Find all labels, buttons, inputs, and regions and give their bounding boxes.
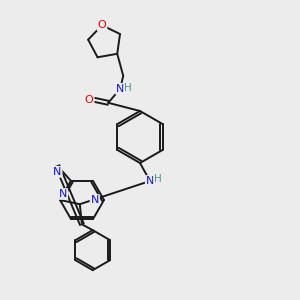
- Text: N: N: [59, 189, 67, 199]
- Text: N: N: [91, 195, 99, 205]
- Text: H: H: [124, 83, 132, 93]
- Text: H: H: [154, 174, 162, 184]
- Text: N: N: [116, 84, 124, 94]
- Text: O: O: [85, 95, 94, 105]
- Text: N: N: [146, 176, 154, 186]
- Text: N: N: [53, 167, 62, 177]
- Text: O: O: [98, 20, 106, 30]
